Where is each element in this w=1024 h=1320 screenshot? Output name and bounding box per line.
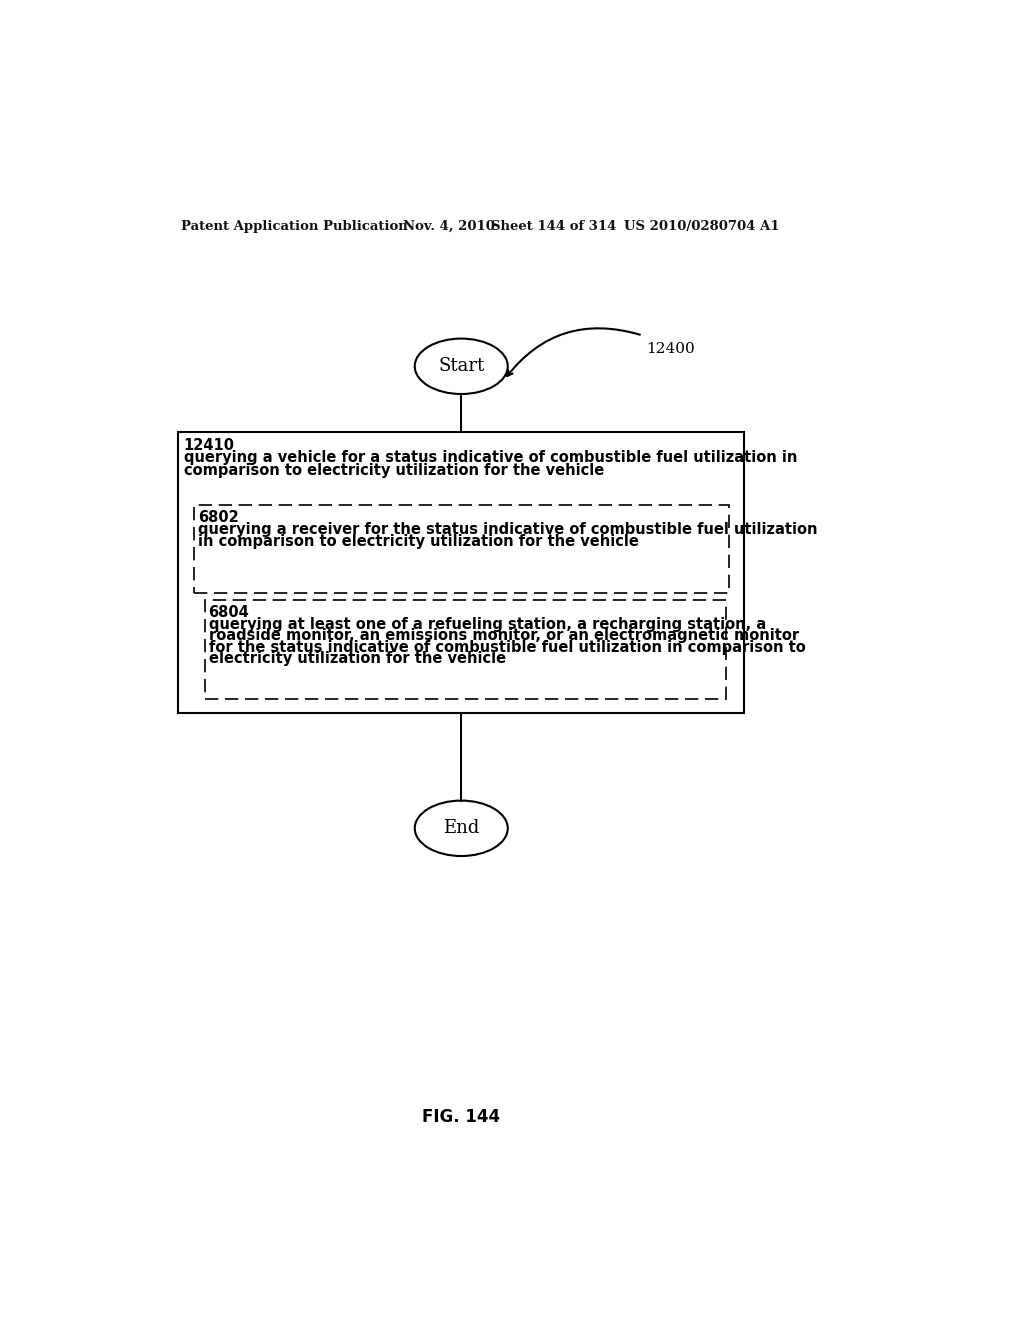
Text: in comparison to electricity utilization for the vehicle: in comparison to electricity utilization… (198, 535, 639, 549)
Bar (178, 432, 744, 713)
Text: 12410: 12410 (183, 438, 234, 453)
Text: Sheet 144 of 314: Sheet 144 of 314 (490, 219, 616, 232)
Bar (194, 506, 729, 594)
Text: 6802: 6802 (198, 511, 239, 525)
Text: Patent Application Publication: Patent Application Publication (180, 219, 408, 232)
Text: Nov. 4, 2010: Nov. 4, 2010 (403, 219, 495, 232)
Text: US 2010/0280704 A1: US 2010/0280704 A1 (624, 219, 779, 232)
Bar (205, 599, 726, 700)
Text: comparison to electricity utilization for the vehicle: comparison to electricity utilization fo… (183, 462, 604, 478)
Text: roadside monitor, an emissions monitor, or an electromagnetic monitor: roadside monitor, an emissions monitor, … (209, 628, 799, 643)
Text: 6804: 6804 (209, 605, 250, 620)
Text: querying a vehicle for a status indicative of combustible fuel utilization in: querying a vehicle for a status indicati… (183, 450, 797, 465)
Text: querying a receiver for the status indicative of combustible fuel utilization: querying a receiver for the status indic… (198, 521, 817, 537)
Text: electricity utilization for the vehicle: electricity utilization for the vehicle (209, 651, 506, 667)
Text: querying at least one of a refueling station, a recharging station, a: querying at least one of a refueling sta… (209, 616, 766, 631)
Text: End: End (443, 820, 479, 837)
Text: Start: Start (438, 358, 484, 375)
Text: for the status indicative of combustible fuel utilization in comparison to: for the status indicative of combustible… (209, 640, 805, 655)
Text: FIG. 144: FIG. 144 (422, 1107, 501, 1126)
Text: 12400: 12400 (646, 342, 694, 356)
